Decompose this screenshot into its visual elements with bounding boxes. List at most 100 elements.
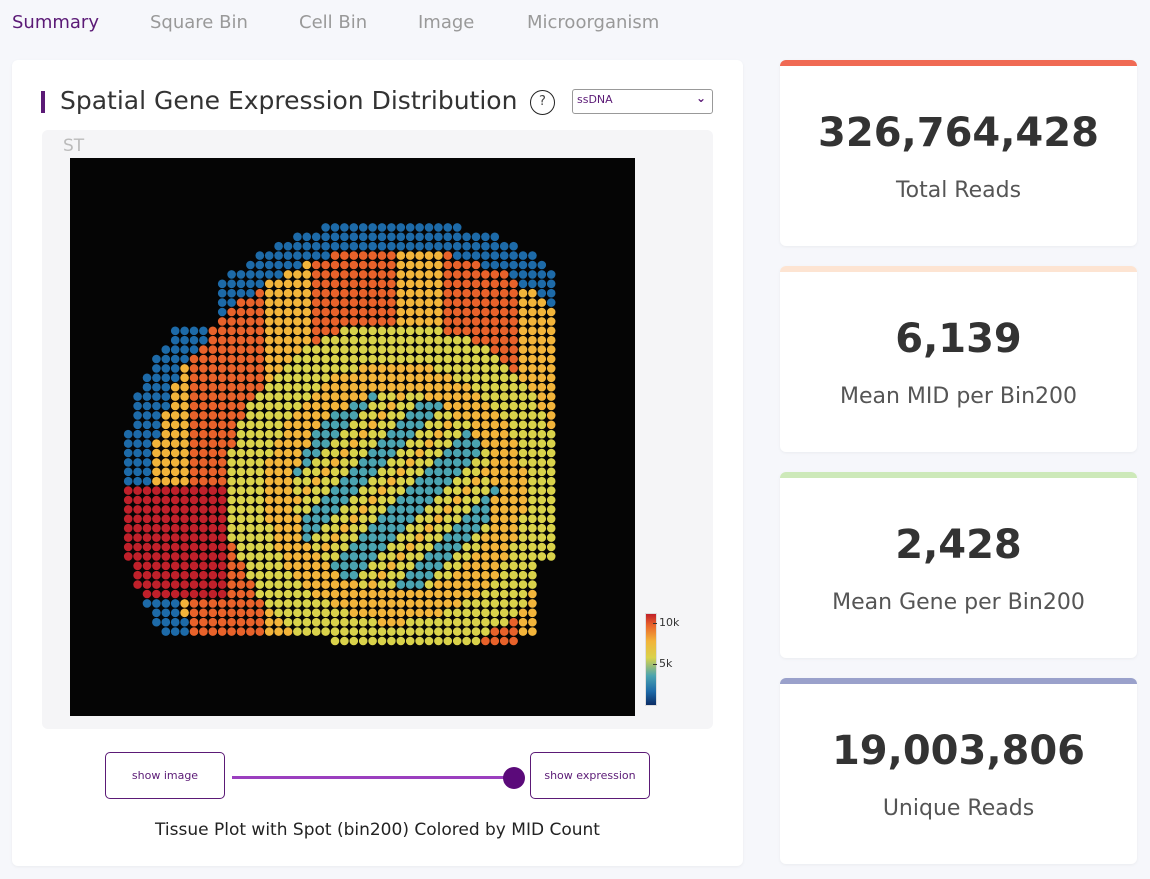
tissue-spot [387, 570, 396, 580]
tissue-spot [358, 599, 368, 608]
tissue-spot [302, 232, 312, 242]
tissue-spot [396, 335, 406, 345]
tissue-spot [415, 636, 424, 646]
tissue-spot [217, 392, 227, 401]
tissue-spot [528, 552, 537, 561]
tissue-spot [396, 495, 406, 505]
show-expression-button[interactable]: show expression [530, 752, 650, 799]
tissue-spot [246, 608, 255, 618]
tissue-spot [424, 561, 434, 571]
tissue-spot [283, 589, 293, 599]
tissue-spot [452, 298, 462, 307]
show-image-button[interactable]: show image [105, 752, 225, 799]
tissue-spot [452, 608, 462, 618]
tissue-spot [471, 354, 481, 364]
tissue-spot [161, 401, 171, 411]
tissue-spot [264, 570, 274, 580]
tissue-spot [199, 420, 208, 430]
tissue-spot [462, 373, 471, 383]
tissue-spot [302, 270, 312, 279]
tab-square-bin[interactable]: Square Bin [150, 12, 248, 33]
tissue-spot [274, 420, 283, 430]
tissue-spot [499, 241, 509, 251]
tissue-spot [293, 599, 302, 608]
toggle-knob[interactable] [503, 767, 525, 789]
tissue-spot [377, 382, 387, 392]
tissue-spot [537, 364, 547, 373]
tissue-spot [509, 345, 518, 354]
tissue-spot [321, 514, 330, 524]
tissue-spot [490, 495, 500, 505]
tissue-spot [227, 448, 236, 458]
tissue-spot [387, 223, 396, 232]
tissue-spot [274, 458, 283, 467]
tissue-spot [452, 420, 462, 430]
tab-cell-bin[interactable]: Cell Bin [299, 12, 368, 33]
tissue-spot [358, 627, 368, 636]
tissue-spot [152, 523, 161, 533]
tissue-spot [180, 439, 189, 448]
tissue-spot [481, 552, 490, 561]
tissue-spot [227, 288, 236, 298]
tissue-spot [311, 382, 321, 392]
tissue-spot [208, 364, 218, 373]
tissue-spot [123, 514, 133, 524]
tissue-spot [396, 458, 406, 467]
tissue-spot [255, 326, 265, 336]
tissue-spot [321, 373, 330, 383]
tissue-spot [340, 279, 349, 289]
tissue-spot [358, 392, 368, 401]
tissue-spot [490, 232, 500, 242]
tissue-spot [274, 580, 283, 589]
tissue-spot [142, 552, 152, 561]
tissue-spot [424, 354, 434, 364]
tissue-spot [443, 364, 453, 373]
tab-summary[interactable]: Summary [12, 12, 99, 33]
tissue-spot [340, 288, 349, 298]
tissue-spot [434, 288, 443, 298]
tissue-spot [283, 533, 293, 542]
tissue-spot [377, 354, 387, 364]
tissue-spot [471, 251, 481, 260]
tissue-spot [377, 495, 387, 505]
tissue-spot [546, 552, 556, 561]
tissue-spot [330, 476, 340, 486]
tissue-spot [396, 429, 406, 439]
tissue-spot [330, 364, 340, 373]
tissue-spot [255, 599, 265, 608]
tissue-spot [528, 279, 537, 289]
tissue-spot [490, 580, 500, 589]
tissue-spot [227, 373, 236, 383]
tissue-spot [255, 364, 265, 373]
help-icon[interactable]: ? [530, 90, 555, 115]
stat-label: Unique Reads [882, 796, 1035, 821]
tissue-spot [293, 514, 302, 524]
tissue-spot [180, 580, 189, 589]
tissue-plot[interactable] [70, 158, 635, 716]
tissue-spot [443, 223, 453, 232]
tissue-spot [274, 373, 283, 383]
tissue-spot [170, 599, 180, 608]
tissue-spot [518, 270, 528, 279]
tissue-spot [302, 467, 312, 477]
tissue-spot [283, 486, 293, 495]
tab-image[interactable]: Image [418, 12, 475, 33]
tissue-spot [518, 401, 528, 411]
tissue-spot [405, 617, 415, 627]
tissue-spot [180, 514, 189, 524]
tissue-spot [471, 608, 481, 618]
tissue-spot [377, 279, 387, 289]
tissue-spot [264, 552, 274, 561]
tissue-spot [405, 561, 415, 571]
tissue-spot [387, 514, 396, 524]
tissue-spot [358, 589, 368, 599]
image-type-select[interactable]: ssDNA ⌄ [572, 89, 713, 114]
tab-microorganism[interactable]: Microorganism [527, 12, 660, 33]
tissue-spot [302, 608, 312, 618]
tissue-spot [481, 307, 490, 317]
toggle-track[interactable] [232, 776, 514, 779]
tissue-spot [293, 364, 302, 373]
tissue-spot [471, 345, 481, 354]
tissue-spot [546, 335, 556, 345]
tissue-spot [311, 495, 321, 505]
